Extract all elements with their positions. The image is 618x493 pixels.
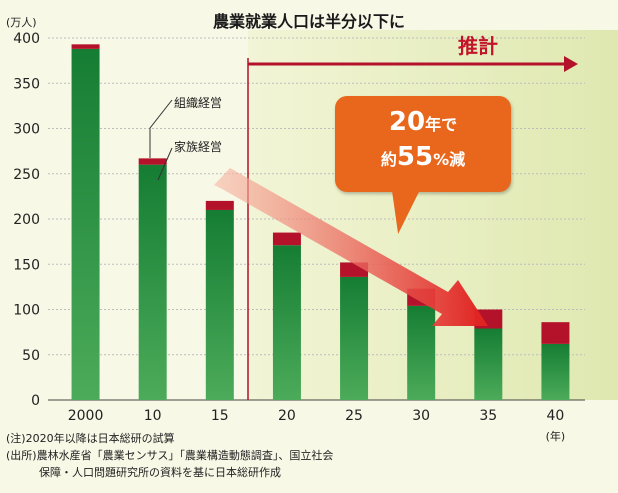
- bar-family: [71, 48, 100, 401]
- legend-family: 家族経営: [174, 140, 223, 154]
- bar-organization: [541, 322, 570, 344]
- leader-org: [149, 99, 173, 158]
- y-tick-label: 50: [22, 348, 40, 364]
- x-tick-label: 25: [345, 408, 363, 424]
- callout-percent: 55: [396, 142, 434, 172]
- note-2: (出所)農林水産省「農業センサス」「農業構造動態調査」、国立社会: [6, 449, 334, 462]
- bar-organization: [272, 232, 301, 246]
- y-tick-label: 350: [13, 76, 40, 92]
- y-tick-label: 250: [13, 167, 40, 183]
- callout-percent-text: %減: [433, 150, 466, 169]
- bar-organization: [138, 158, 167, 165]
- reduction-callout: 20年で 約55%減: [335, 96, 511, 192]
- x-tick-label: 35: [479, 408, 497, 424]
- bar-family: [205, 209, 234, 400]
- callout-years: 20: [388, 107, 426, 137]
- footnotes: (注)2020年以降は日本総研の試算 (出所)農林水産省「農業センサス」「農業構…: [6, 430, 333, 481]
- bar-organization: [205, 200, 234, 210]
- bar-family: [541, 343, 570, 400]
- x-tick-label: 40: [547, 408, 565, 424]
- x-tick-label: 2000: [68, 408, 104, 424]
- y-tick-label: 300: [13, 122, 40, 138]
- bar-family: [340, 276, 369, 400]
- x-unit-label: (年): [546, 429, 566, 443]
- note-1: (注)2020年以降は日本総研の試算: [6, 432, 175, 445]
- trend-arrow: [214, 168, 488, 326]
- chart-title: 農業就業人口は半分以下に: [212, 12, 405, 31]
- y-tick-label: 400: [13, 31, 40, 47]
- x-tick-label: 30: [412, 408, 430, 424]
- bar-organization: [71, 44, 100, 49]
- x-tick-label: 15: [211, 408, 229, 424]
- x-tick-label: 20: [278, 408, 296, 424]
- forecast-label: 推計: [458, 34, 498, 58]
- y-unit-label: (万人): [6, 16, 37, 29]
- y-tick-label: 200: [13, 212, 40, 228]
- forecast-arrowhead: [564, 56, 578, 72]
- bar-family: [138, 164, 167, 400]
- y-tick-label: 150: [13, 257, 40, 273]
- bar-family: [272, 245, 301, 400]
- bar-family: [407, 305, 436, 400]
- callout-years-text: 年で: [425, 115, 458, 134]
- y-tick-label: 100: [13, 303, 40, 319]
- bar-family: [474, 328, 503, 400]
- y-tick-label: 0: [31, 393, 40, 409]
- callout-approx: 約: [380, 150, 397, 169]
- leader-family: [157, 147, 173, 181]
- note-3: 保障・人口問題研究所の資料を基に日本総研作成: [6, 466, 281, 479]
- x-tick-label: 10: [144, 408, 162, 424]
- legend-org: 組織経営: [174, 96, 223, 110]
